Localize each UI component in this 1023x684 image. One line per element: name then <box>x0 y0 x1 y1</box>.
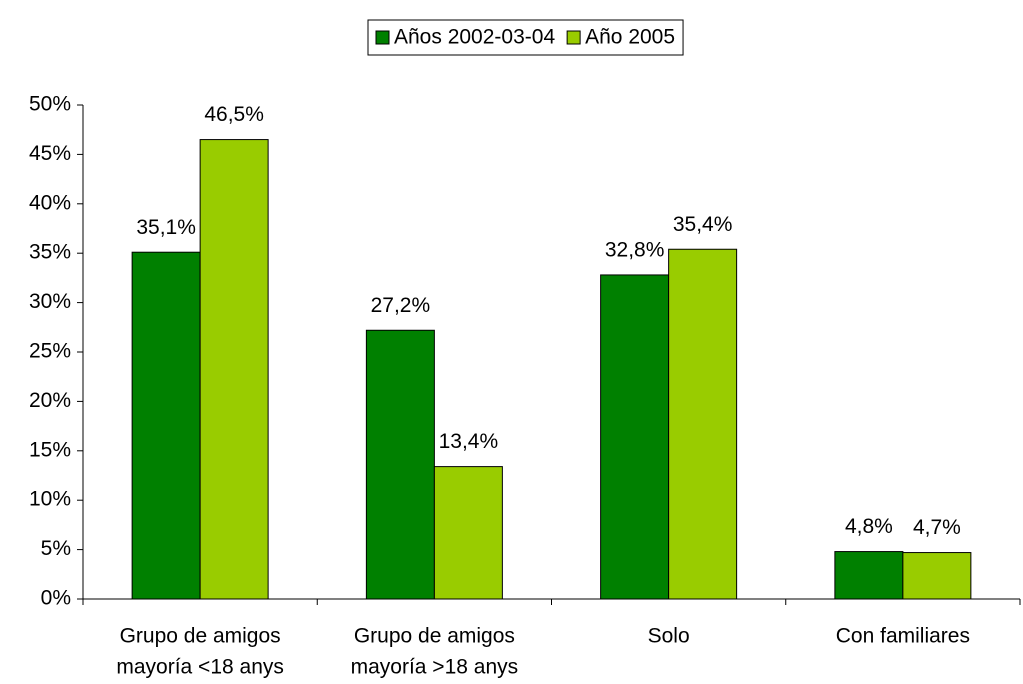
legend-label: Año 2005 <box>585 26 675 49</box>
x-tick-label: Grupo de amigos <box>120 625 281 648</box>
bar <box>668 248 738 600</box>
legend-swatch <box>566 30 581 45</box>
x-tick-label: mayoría <18 anys <box>116 656 284 679</box>
y-tick-label: 5% <box>41 537 71 560</box>
y-tick-label: 0% <box>41 587 71 610</box>
x-tick-label: mayoría >18 anys <box>351 656 519 679</box>
bar <box>433 466 503 600</box>
value-label: 35,1% <box>136 216 196 239</box>
value-label: 13,4% <box>439 430 499 453</box>
y-tick-label: 35% <box>29 241 71 264</box>
bar <box>365 329 435 600</box>
y-tick-label: 20% <box>29 389 71 412</box>
value-label: 27,2% <box>371 294 431 317</box>
bar <box>600 274 670 600</box>
y-tick-label: 25% <box>29 340 71 363</box>
value-label: 35,4% <box>673 213 733 236</box>
legend-swatch <box>375 30 390 45</box>
y-tick-label: 45% <box>29 142 71 165</box>
y-tick-label: 50% <box>29 93 71 116</box>
bar <box>131 251 201 600</box>
y-tick-label: 30% <box>29 290 71 313</box>
x-tick-label: Solo <box>648 625 690 648</box>
value-label: 4,7% <box>913 516 961 539</box>
bar <box>902 552 972 600</box>
bar <box>199 139 269 600</box>
x-tick-label: Con familiares <box>836 625 970 648</box>
legend-label: Años 2002-03-04 <box>394 26 555 49</box>
value-label: 46,5% <box>204 103 264 126</box>
legend-box <box>367 19 684 56</box>
y-tick-label: 15% <box>29 438 71 461</box>
bar <box>834 551 904 600</box>
value-label: 4,8% <box>845 515 893 538</box>
value-label: 32,8% <box>605 238 665 261</box>
y-tick-label: 40% <box>29 191 71 214</box>
x-tick-label: Grupo de amigos <box>354 625 515 648</box>
y-tick-label: 10% <box>29 488 71 511</box>
